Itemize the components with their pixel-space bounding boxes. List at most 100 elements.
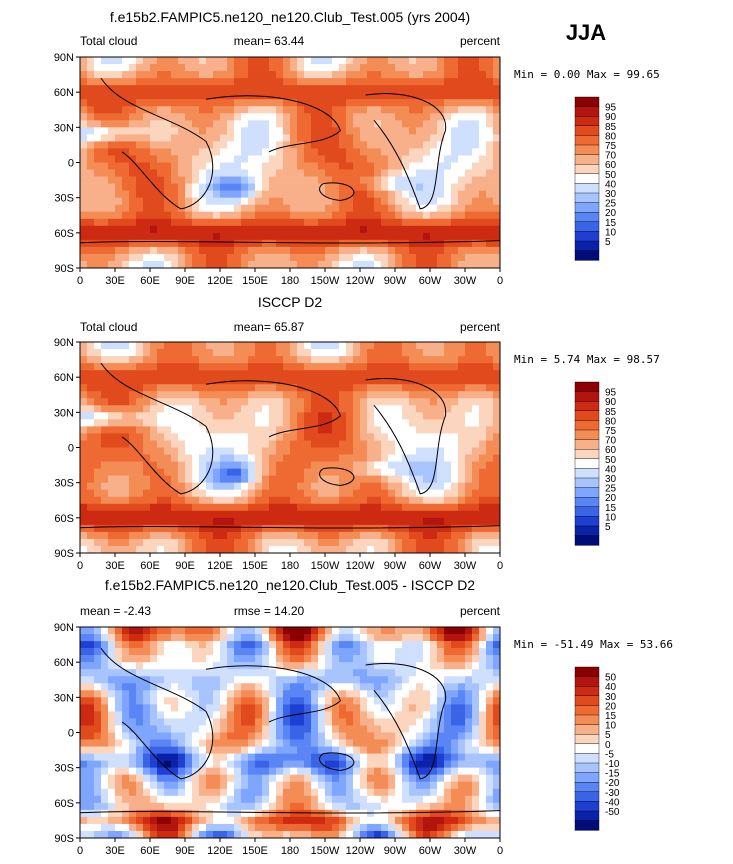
heatmap-cell xyxy=(283,655,291,663)
heatmap-cell xyxy=(80,190,88,198)
heatmap-cell xyxy=(486,384,494,392)
heatmap-cell xyxy=(185,391,193,399)
heatmap-cell xyxy=(416,419,424,427)
heatmap-cell xyxy=(227,531,235,540)
heatmap-cell xyxy=(171,683,179,691)
heatmap-cell xyxy=(304,545,312,554)
heatmap-cell xyxy=(458,183,466,191)
heatmap-cell xyxy=(80,725,88,733)
heatmap-cell xyxy=(395,669,403,677)
heatmap-cell xyxy=(129,342,137,350)
heatmap-cell xyxy=(101,683,109,691)
heatmap-cell xyxy=(353,239,361,248)
heatmap-cell xyxy=(479,704,487,712)
heatmap-cell xyxy=(269,225,277,234)
heatmap-cell xyxy=(80,204,88,213)
heatmap-cell xyxy=(122,148,130,156)
heatmap-cell xyxy=(458,426,466,434)
heatmap-cell xyxy=(479,732,487,740)
heatmap-cell xyxy=(87,162,95,170)
heatmap-cell xyxy=(171,725,179,733)
heatmap-cell xyxy=(269,342,277,350)
heatmap-cell xyxy=(465,342,473,350)
heatmap-cell xyxy=(318,634,326,642)
heatmap-cell xyxy=(409,732,417,740)
heatmap-cell xyxy=(388,211,396,220)
colorbar-label: 75 xyxy=(605,426,617,437)
heatmap-cell xyxy=(255,655,263,663)
heatmap-cell xyxy=(297,398,305,406)
heatmap-cell xyxy=(283,349,291,357)
heatmap-cell xyxy=(374,655,382,663)
heatmap-cell xyxy=(255,134,263,142)
heatmap-cell xyxy=(479,176,487,184)
heatmap-cell xyxy=(346,239,354,248)
heatmap-cell xyxy=(80,349,88,357)
heatmap-cell xyxy=(402,655,410,663)
heatmap-cell xyxy=(80,134,88,142)
heatmap-cell xyxy=(213,363,221,371)
y-tick-label: 60S xyxy=(54,228,74,240)
heatmap-cell xyxy=(171,169,179,177)
heatmap-cell xyxy=(367,64,375,72)
heatmap-cell xyxy=(493,204,501,213)
heatmap-cell xyxy=(465,377,473,385)
heatmap-cell xyxy=(143,718,151,726)
heatmap-cell xyxy=(367,57,375,65)
heatmap-cell xyxy=(416,461,424,469)
heatmap-cell xyxy=(360,648,368,656)
heatmap-cell xyxy=(311,676,319,684)
heatmap-cell xyxy=(213,496,221,505)
heatmap-cell xyxy=(290,760,298,768)
heatmap-cell xyxy=(129,419,137,427)
heatmap-cell xyxy=(402,746,410,754)
heatmap-cell xyxy=(94,246,102,255)
heatmap-cell xyxy=(276,725,284,733)
heatmap-cell xyxy=(87,648,95,656)
heatmap-cell xyxy=(164,760,172,768)
heatmap-cell xyxy=(493,753,501,761)
heatmap-cell xyxy=(206,127,214,135)
heatmap-cell xyxy=(325,433,333,441)
heatmap-cell xyxy=(234,655,242,663)
x-tick-label: 180 xyxy=(281,275,299,287)
heatmap-cell xyxy=(374,71,382,79)
heatmap-cell xyxy=(402,370,410,378)
heatmap-cell xyxy=(374,113,382,121)
heatmap-cell xyxy=(318,412,326,420)
heatmap-cell xyxy=(304,99,312,107)
heatmap-cell xyxy=(332,225,340,234)
heatmap-cell xyxy=(374,482,382,490)
heatmap-cell xyxy=(465,85,473,93)
heatmap-cell xyxy=(290,627,298,635)
heatmap-cell xyxy=(409,662,417,670)
heatmap-cell xyxy=(325,760,333,768)
colorbar-label: 75 xyxy=(605,141,617,152)
heatmap-cell xyxy=(164,753,172,761)
heatmap-cell xyxy=(150,120,158,128)
heatmap-cell xyxy=(276,120,284,128)
heatmap-cell xyxy=(381,127,389,135)
heatmap-cell xyxy=(80,447,88,455)
heatmap-cell xyxy=(255,482,263,490)
heatmap-cell xyxy=(311,405,319,413)
heatmap-cell xyxy=(164,538,172,547)
heatmap-cell xyxy=(472,746,480,754)
heatmap-cell xyxy=(486,71,494,79)
heatmap-cell xyxy=(465,545,473,554)
heatmap-cell xyxy=(360,426,368,434)
heatmap-cell xyxy=(360,718,368,726)
heatmap-cell xyxy=(269,405,277,413)
heatmap-cell xyxy=(297,148,305,156)
heatmap-cell xyxy=(234,753,242,761)
heatmap-cell xyxy=(479,120,487,128)
heatmap-cell xyxy=(108,246,116,255)
heatmap-cell xyxy=(129,718,137,726)
heatmap-cell xyxy=(122,183,130,191)
heatmap-cell xyxy=(346,141,354,149)
heatmap-cell xyxy=(241,232,249,241)
heatmap-cell xyxy=(122,704,130,712)
heatmap-cell xyxy=(353,176,361,184)
heatmap-cell xyxy=(150,342,158,350)
heatmap-cell xyxy=(276,447,284,455)
